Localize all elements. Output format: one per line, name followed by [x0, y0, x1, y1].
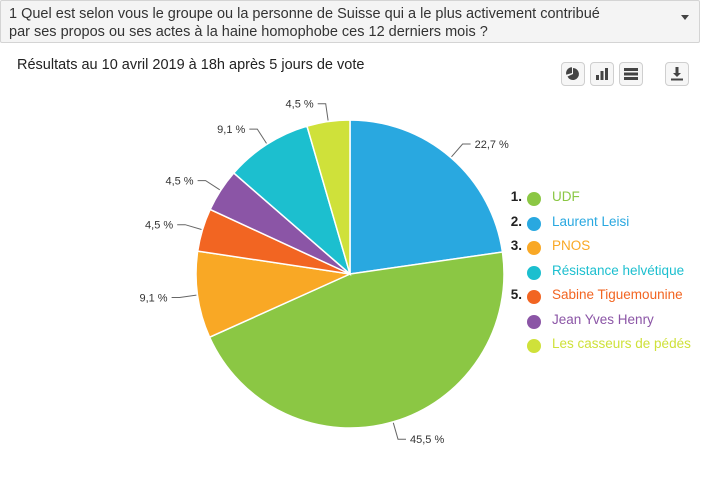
legend-label: Les casseurs de pédés — [552, 336, 691, 351]
data-label: 4,5 % — [145, 220, 173, 232]
pie-slice[interactable] — [208, 251, 505, 429]
legend-color-dot — [527, 314, 541, 329]
label-connector — [249, 128, 267, 144]
legend-label: Sabine Tiguemounine — [552, 287, 683, 302]
label-connector — [171, 294, 197, 298]
legend-color-dot — [527, 241, 541, 255]
data-label: 45,5 % — [410, 434, 444, 446]
data-label: 9,1 % — [217, 124, 245, 136]
pie-slice[interactable] — [195, 250, 353, 339]
data-label: 4,5 % — [165, 176, 193, 188]
pie-slice[interactable] — [232, 125, 352, 277]
legend-label: PNOS — [552, 238, 591, 253]
question-text: 1 Quel est selon vous le groupe ou la pe… — [9, 6, 659, 41]
chart-title: Résultats au 10 avril 2019 à 18h après 5… — [17, 57, 365, 73]
data-label: 4,5 % — [286, 99, 314, 111]
data-label: 22,7 % — [475, 139, 509, 151]
legend-label: Jean Yves Henry — [552, 311, 654, 327]
question-line-1: 1 Quel est selon vous le groupe ou la pe… — [9, 6, 600, 22]
legend-label: UDF — [552, 189, 580, 204]
pie-chart-button[interactable] — [561, 62, 585, 86]
label-connector — [392, 422, 406, 440]
label-connector — [177, 224, 202, 230]
legend-rank: 2. — [510, 213, 522, 229]
label-connector — [317, 103, 329, 121]
label-connector — [451, 143, 471, 158]
legend-rank: 3. — [510, 238, 522, 253]
label-connector — [197, 180, 221, 191]
legend-color-dot — [527, 192, 541, 206]
pie-slice[interactable] — [306, 119, 351, 275]
question-selector[interactable]: 1 Quel est selon vous le groupe ou la pe… — [0, 0, 700, 43]
legend-color-dot — [527, 290, 541, 304]
caret-down-icon[interactable] — [681, 15, 689, 20]
pie-slice[interactable] — [349, 119, 504, 275]
download-button[interactable] — [665, 62, 689, 86]
legend-rank: 1. — [510, 189, 522, 204]
question-line-2: par ses propos ou ses actes à la haine h… — [9, 23, 488, 40]
legend-color-dot — [527, 216, 541, 231]
legend-label: Résistance helvétique — [552, 262, 685, 278]
legend-rank: 5. — [510, 287, 522, 302]
table-view-button[interactable] — [619, 62, 643, 86]
bar-chart-button[interactable] — [590, 62, 614, 86]
bar-chart-icon — [596, 68, 608, 80]
legend-label: Laurent Leisi — [552, 213, 630, 229]
pie-chart-icon — [566, 67, 579, 80]
legend-color-dot — [527, 339, 541, 353]
download-icon — [671, 67, 683, 81]
legend-color-dot — [527, 265, 541, 280]
data-label: 9,1 % — [139, 293, 167, 305]
table-view-icon — [624, 68, 638, 80]
